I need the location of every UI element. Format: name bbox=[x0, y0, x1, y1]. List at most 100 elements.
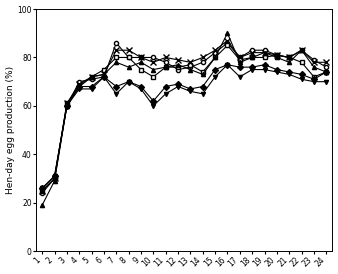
T6 bbox=[250, 51, 254, 54]
T5 bbox=[201, 85, 205, 88]
T1 bbox=[213, 51, 217, 54]
T5 bbox=[52, 175, 56, 178]
T1 bbox=[164, 61, 168, 64]
T1 bbox=[40, 191, 44, 195]
T5 bbox=[114, 85, 118, 88]
T6 bbox=[77, 82, 81, 86]
T5 bbox=[127, 80, 131, 83]
T4 bbox=[312, 80, 316, 83]
T1 bbox=[114, 41, 118, 45]
T4 bbox=[102, 75, 106, 78]
T4 bbox=[201, 92, 205, 95]
T6 bbox=[176, 58, 180, 62]
T3 bbox=[213, 56, 217, 59]
T5 bbox=[238, 65, 242, 69]
T6 bbox=[225, 39, 230, 42]
T3 bbox=[299, 48, 304, 52]
T2 bbox=[299, 61, 304, 64]
T3 bbox=[90, 75, 94, 78]
T5 bbox=[188, 87, 192, 91]
T4 bbox=[213, 75, 217, 78]
T1 bbox=[225, 41, 230, 45]
Line: T6: T6 bbox=[40, 38, 329, 193]
T2 bbox=[114, 56, 118, 59]
Line: T2: T2 bbox=[40, 43, 328, 193]
T1 bbox=[263, 48, 267, 52]
Line: T3: T3 bbox=[40, 31, 328, 207]
T3 bbox=[127, 65, 131, 69]
T4 bbox=[164, 92, 168, 95]
T1 bbox=[250, 48, 254, 52]
T2 bbox=[102, 68, 106, 71]
T2 bbox=[275, 53, 279, 57]
T2 bbox=[250, 56, 254, 59]
T4 bbox=[225, 63, 230, 66]
T2 bbox=[312, 75, 316, 78]
T2 bbox=[164, 65, 168, 69]
T6 bbox=[275, 53, 279, 57]
T4 bbox=[127, 80, 131, 83]
T3 bbox=[263, 51, 267, 54]
T3 bbox=[312, 65, 316, 69]
T6 bbox=[139, 56, 143, 59]
T4 bbox=[275, 70, 279, 74]
T5 bbox=[90, 85, 94, 88]
T6 bbox=[287, 56, 291, 59]
T3 bbox=[287, 61, 291, 64]
T6 bbox=[324, 61, 328, 64]
T4 bbox=[176, 85, 180, 88]
T2 bbox=[127, 56, 131, 59]
T5 bbox=[139, 85, 143, 88]
T5 bbox=[324, 70, 328, 74]
T1 bbox=[102, 75, 106, 78]
T5 bbox=[263, 63, 267, 66]
T5 bbox=[287, 70, 291, 74]
T4 bbox=[287, 73, 291, 76]
Line: T4: T4 bbox=[40, 63, 328, 190]
T2 bbox=[225, 44, 230, 47]
T1 bbox=[275, 53, 279, 57]
T4 bbox=[114, 92, 118, 95]
T6 bbox=[263, 51, 267, 54]
T5 bbox=[164, 85, 168, 88]
T6 bbox=[65, 102, 69, 105]
T6 bbox=[238, 56, 242, 59]
T6 bbox=[102, 73, 106, 76]
T1 bbox=[65, 104, 69, 107]
T3 bbox=[102, 73, 106, 76]
T3 bbox=[65, 104, 69, 107]
T3 bbox=[114, 61, 118, 64]
T3 bbox=[238, 61, 242, 64]
T6 bbox=[201, 56, 205, 59]
T2 bbox=[139, 68, 143, 71]
T2 bbox=[213, 56, 217, 59]
T4 bbox=[324, 80, 328, 83]
T5 bbox=[102, 75, 106, 78]
T1 bbox=[238, 56, 242, 59]
T4 bbox=[139, 87, 143, 91]
T4 bbox=[65, 104, 69, 107]
T6 bbox=[299, 48, 304, 52]
T3 bbox=[164, 65, 168, 69]
T2 bbox=[52, 177, 56, 180]
T1 bbox=[287, 56, 291, 59]
T2 bbox=[151, 75, 155, 78]
T4 bbox=[90, 87, 94, 91]
T5 bbox=[225, 63, 230, 66]
T3 bbox=[324, 70, 328, 74]
T2 bbox=[238, 58, 242, 62]
T1 bbox=[77, 80, 81, 83]
T2 bbox=[263, 56, 267, 59]
T3 bbox=[151, 68, 155, 71]
Line: T5: T5 bbox=[40, 63, 328, 190]
T2 bbox=[188, 63, 192, 66]
T3 bbox=[275, 56, 279, 59]
T5 bbox=[299, 73, 304, 76]
T1 bbox=[90, 78, 94, 81]
T2 bbox=[65, 102, 69, 105]
T4 bbox=[299, 78, 304, 81]
T4 bbox=[188, 90, 192, 93]
T5 bbox=[77, 85, 81, 88]
Y-axis label: Hen-day egg production (%): Hen-day egg production (%) bbox=[5, 66, 15, 194]
T6 bbox=[312, 61, 316, 64]
